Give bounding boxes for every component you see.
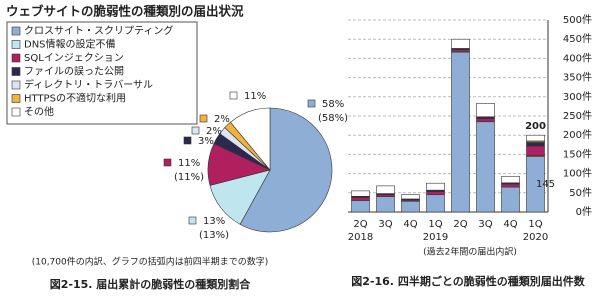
bar-segment: [351, 200, 370, 213]
legend-swatch: [11, 94, 21, 103]
label-marker: [191, 126, 200, 135]
pie-value-label: 2%: [214, 114, 230, 125]
label-marker: [229, 91, 238, 100]
bar-segment: [401, 200, 420, 213]
label-marker: [199, 114, 208, 123]
label-marker: [307, 99, 316, 108]
bar-segment: [501, 183, 520, 188]
bar-segment: [401, 194, 420, 200]
pie-value-label: 11%: [244, 91, 266, 102]
x-tick-label: 3Q: [478, 219, 492, 230]
label-marker: [163, 158, 172, 167]
bar-segment: [526, 142, 545, 147]
legend-label: SQLインジェクション: [24, 52, 124, 64]
x-year-label: 2018: [348, 232, 373, 243]
bar-caption: 図2-16. 四半期ごとの脆弱性の種類別届出件数: [351, 274, 585, 288]
y-tick-label: 150件: [563, 148, 592, 160]
x-year-label: 2019: [423, 232, 448, 243]
x-tick-label: 1Q: [528, 219, 542, 230]
legend-swatch: [11, 40, 21, 49]
y-tick-label: 400件: [563, 52, 592, 64]
x-tick-label: 2Q: [353, 219, 367, 230]
pie-value-label: 11%: [178, 158, 200, 169]
bar-value-label: 145: [536, 179, 555, 190]
pie-value-label: 58%: [322, 99, 344, 110]
bar-segment: [501, 186, 520, 213]
pie-note: (10,700件の内訳、グラフの括弧内は前四半期までの数字): [32, 256, 269, 268]
legend-swatch: [11, 26, 21, 36]
bar-note: (過去2年間の届出内訳): [423, 246, 517, 258]
legend-label: ファイルの誤った公開: [24, 65, 124, 78]
legend-swatch: [11, 107, 21, 117]
pie-value-label: 3%: [198, 136, 214, 147]
bar-segment: [376, 196, 395, 213]
pie-value-label: 2%: [206, 126, 222, 137]
pie-caption: 図2-15. 届出累計の脆弱性の種類別割合: [50, 277, 252, 291]
legend-box: [6, 21, 198, 125]
legend-label: その他: [24, 105, 54, 118]
y-tick-label: 450件: [563, 33, 592, 45]
pie-slice: [239, 107, 333, 233]
bar-segment: [526, 145, 545, 156]
pie-previous-label: (11%): [174, 172, 204, 183]
x-tick-label: 4Q: [503, 219, 517, 230]
pie-title: ウェブサイトの脆弱性の種類別の届出状況: [6, 4, 244, 19]
bar-segment: [501, 175, 520, 184]
bar-segment: [526, 134, 545, 142]
bar-segment: [451, 38, 470, 49]
y-tick-label: 250件: [563, 110, 592, 122]
bar-segment: [451, 52, 470, 213]
y-tick-label: 0件: [576, 206, 592, 218]
y-tick-label: 200件: [563, 129, 592, 141]
y-tick-label: 500件: [563, 14, 592, 26]
y-tick-label: 100件: [563, 168, 592, 180]
bar-segment: [351, 190, 370, 197]
label-marker: [183, 136, 192, 145]
legend-swatch: [11, 67, 21, 76]
pie-slice: [230, 107, 271, 171]
x-tick-label: 1Q: [428, 219, 442, 230]
y-tick-label: 350件: [563, 72, 592, 84]
bar-segment: [351, 197, 370, 201]
bar-segment: [476, 103, 495, 118]
bar-segment: [476, 121, 495, 213]
bar-total-label: 200: [525, 121, 546, 132]
bar-segment: [426, 191, 445, 196]
bar-segment: [376, 185, 395, 194]
legend-label: ディレクトリ・トラバーサル: [24, 78, 153, 91]
label-marker: [188, 216, 197, 225]
legend-label: クロスサイト・スクリプティング: [24, 24, 173, 37]
x-tick-label: 4Q: [403, 219, 417, 230]
pie-value-label: 13%: [203, 216, 225, 227]
y-tick-label: 300件: [563, 91, 592, 103]
x-tick-label: 3Q: [378, 219, 392, 230]
legend-label: HTTPSの不適切な利用: [24, 92, 126, 105]
x-year-label: 2020: [523, 232, 548, 243]
legend-label: DNS情報の設定不備: [24, 38, 116, 51]
bar-segment: [426, 194, 445, 213]
legend-swatch: [11, 80, 21, 90]
pie-previous-label: (13%): [199, 230, 229, 241]
y-tick-label: 50件: [569, 187, 592, 199]
pie-previous-label: (58%): [318, 113, 348, 124]
bar-segment: [426, 182, 445, 191]
legend-swatch: [11, 53, 21, 63]
x-tick-label: 2Q: [453, 219, 467, 230]
bar-segment: [476, 118, 495, 123]
